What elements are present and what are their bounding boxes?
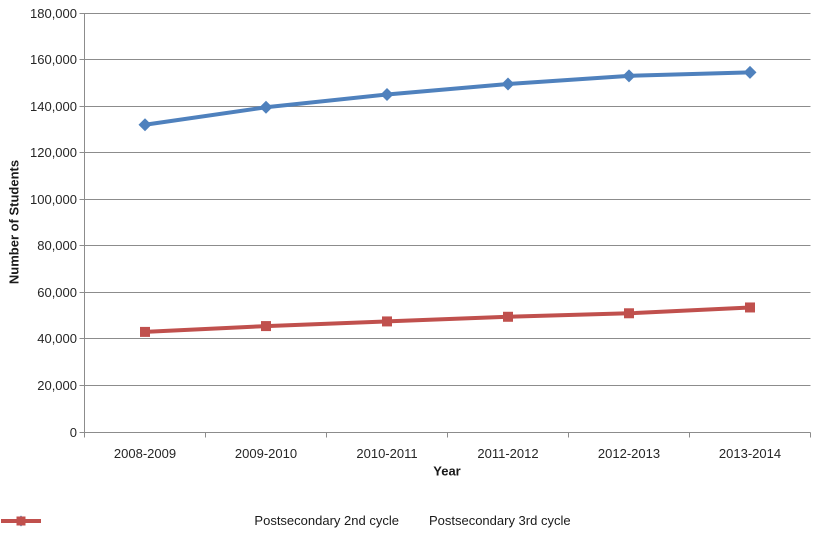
x-tick-label: 2013-2014 (718, 446, 782, 461)
x-tick-label: 2012-2013 (597, 446, 661, 461)
series-postsecondary-2nd-cycle-marker (622, 69, 636, 83)
legend-item: Postsecondary 2nd cycle (1, 513, 399, 528)
legend-swatch-square-icon (1, 516, 41, 526)
legend-item: Postsecondary 3rd cycle (1, 513, 571, 528)
x-tick-label: 2008-2009 (113, 446, 177, 461)
series-postsecondary-2nd-cycle-marker (380, 87, 394, 101)
y-tick-label: 160,000 (30, 51, 77, 67)
series-postsecondary-3rd-cycle-marker (382, 316, 392, 327)
x-tick-label: 2011-2012 (477, 446, 539, 461)
series-postsecondary-2nd-cycle-line (143, 70, 752, 127)
series-postsecondary-3rd-cycle-marker (140, 326, 150, 337)
x-tick-label: 2009-2010 (234, 446, 298, 461)
series-postsecondary-3rd-cycle-line (143, 305, 752, 334)
y-tick-label: 40,000 (37, 330, 77, 346)
series-postsecondary-3rd-cycle-marker (503, 311, 513, 322)
y-tick-label: 80,000 (37, 237, 77, 253)
series-postsecondary-2nd-cycle-marker (259, 100, 273, 114)
legend: Postsecondary 2nd cycle Postsecondary 3rd… (0, 513, 825, 528)
series-postsecondary-3rd-cycle-marker (624, 308, 634, 319)
y-tick-label: 100,000 (30, 191, 77, 207)
y-tick-label: 20,000 (37, 377, 77, 393)
y-tick-label: 180,000 (30, 5, 77, 21)
legend-label: Postsecondary 2nd cycle (254, 513, 399, 528)
series-postsecondary-3rd-cycle-marker (261, 321, 271, 332)
legend-label: Postsecondary 3rd cycle (428, 513, 571, 528)
series-postsecondary-2nd-cycle-marker (743, 65, 757, 79)
series-postsecondary-3rd-cycle-marker (745, 302, 755, 313)
series-postsecondary-2nd-cycle-marker (501, 77, 515, 91)
y-axis-title: Number of Students (6, 159, 22, 285)
y-tick-label: 120,000 (30, 144, 77, 160)
y-tick-label: 140,000 (30, 98, 77, 114)
y-tick-label: 60,000 (37, 284, 77, 300)
x-tick-label: 2010-2011 (356, 446, 418, 461)
x-axis-title: Year (433, 463, 461, 479)
series-postsecondary-2nd-cycle-marker (138, 118, 152, 132)
y-tick-label: 0 (69, 424, 77, 440)
